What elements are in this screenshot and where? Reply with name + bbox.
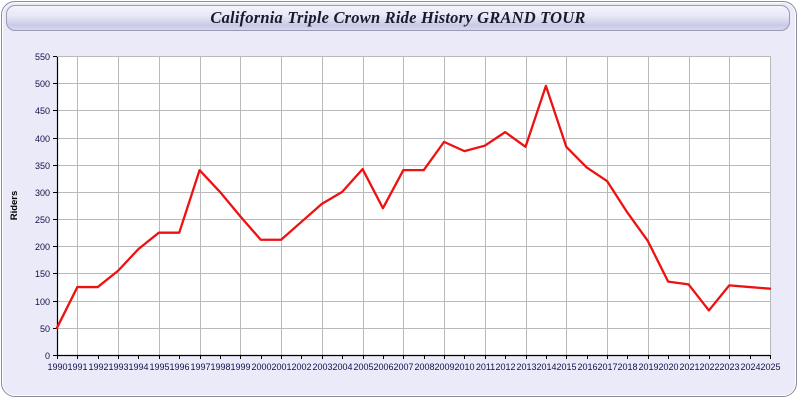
x-axis-tick-label: 1992	[88, 362, 108, 372]
x-axis-tick-label: 2012	[495, 362, 515, 372]
y-axis-tick-label: 550	[35, 52, 50, 62]
y-axis-tick-label: 0	[45, 351, 50, 361]
x-axis-tick-label: 1993	[108, 362, 128, 372]
x-axis-tick-label: 2020	[658, 362, 678, 372]
x-axis-tick-label: 2021	[679, 362, 699, 372]
x-axis-tick-label: 1998	[210, 362, 230, 372]
x-axis-tick-label: 2004	[332, 362, 352, 372]
y-axis-tick-label: 200	[35, 242, 50, 252]
x-axis-tick-label: 2010	[454, 362, 474, 372]
y-axis-tick-label: 300	[35, 188, 50, 198]
x-axis-tick-label: 2025	[760, 362, 780, 372]
x-axis-tick-label: 2005	[353, 362, 373, 372]
y-axis-tick-label: 250	[35, 215, 50, 225]
y-axis-tick-label: 100	[35, 297, 50, 307]
page-title: California Triple Crown Ride History GRA…	[210, 8, 586, 27]
x-axis-tick-label: 1994	[128, 362, 148, 372]
x-axis-tick-label: 2002	[291, 362, 311, 372]
x-axis-tick-label: 1999	[230, 362, 250, 372]
x-axis-tick-label: 2024	[740, 362, 760, 372]
x-axis-tick-label: 1997	[190, 362, 210, 372]
x-axis-tick-label: 2017	[597, 362, 617, 372]
x-axis-tick-label: 2003	[312, 362, 332, 372]
x-axis-tick-label: 2000	[251, 362, 271, 372]
x-axis-tick-label: 2011	[476, 362, 495, 372]
y-axis-tick-label: 500	[35, 79, 50, 89]
x-axis-tick-label: 2019	[638, 362, 658, 372]
x-axis-tick-label: 2009	[434, 362, 454, 372]
x-axis-tick-label: 1991	[67, 362, 87, 372]
plot-area: 0 50 100 150 200 250 300 350 400 450 500 550 1990 199…	[0, 34, 800, 400]
y-axis-tick-label: 350	[35, 161, 50, 171]
y-axis-tick-label: 450	[35, 106, 50, 116]
x-axis-tick-label: 2016	[577, 362, 597, 372]
y-axis-tick-label: 50	[40, 324, 50, 334]
y-axis-tick-label: 150	[35, 269, 50, 279]
chart-title-bar: California Triple Crown Ride History GRA…	[6, 5, 790, 31]
x-axis-tick-label: 2007	[393, 362, 413, 372]
y-axis-tick-label: 400	[35, 134, 50, 144]
x-axis-tick-label: 2006	[373, 362, 393, 372]
x-axis-tick-label: 2022	[699, 362, 719, 372]
x-axis-tick-label: 2014	[536, 362, 556, 372]
x-axis-tick-label: 1996	[169, 362, 189, 372]
x-axis-tick-label: 2018	[617, 362, 637, 372]
x-axis-tick-label: 1990	[47, 362, 67, 372]
x-axis-tick-label: 2001	[271, 362, 291, 372]
x-axis-tick-label: 2023	[719, 362, 739, 372]
x-axis-tick-label: 2008	[414, 362, 434, 372]
y-axis-title: Riders	[9, 191, 20, 221]
data-series-line	[55, 84, 772, 329]
x-axis-tick-label: 2015	[556, 362, 576, 372]
x-axis-tick-label: 1995	[149, 362, 169, 372]
plot-background	[57, 56, 770, 355]
x-axis-tick-label: 2013	[516, 362, 536, 372]
